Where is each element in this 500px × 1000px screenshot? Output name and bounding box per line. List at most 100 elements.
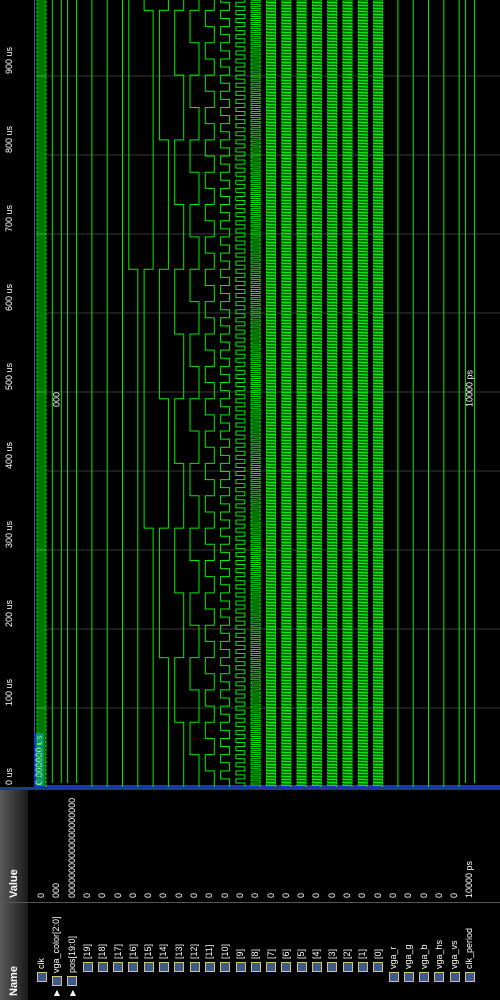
signal-name: [7] [265,948,276,959]
bit-signal-icon [204,962,215,972]
signal-name-row[interactable]: [6] [279,903,294,1000]
signal-value: 0 [250,892,261,898]
signal-name-row[interactable]: [18] [95,903,110,1000]
vga-color-bus-label: 000 [51,392,61,407]
bit-wave [189,0,200,787]
signal-name-row[interactable]: [11] [202,903,217,1000]
signal-name-row[interactable]: vga_hs [432,903,447,1000]
signal-name: vga_g [403,944,414,969]
signal-name: [5] [296,948,307,959]
signal-name: clk_period [464,927,475,969]
bit-wave [266,0,276,787]
signal-name: clk [36,958,46,969]
bit-signal-icon [357,962,368,972]
signal-name-row[interactable]: clk_period [462,903,477,1000]
signal-name: vga_vs [449,940,460,969]
bit-signal-icon [281,962,292,972]
signal-name-row[interactable]: [12] [187,903,202,1000]
signal-name-row[interactable]: [3] [325,903,340,1000]
bit-wave [36,0,47,787]
signal-name-row[interactable]: [4] [309,903,324,1000]
bit-wave [143,0,154,787]
signal-name-row[interactable]: vga_vs [447,903,462,1000]
signal-name-row[interactable]: [1] [355,903,370,1000]
signal-name-row[interactable]: [0] [371,903,386,1000]
signal-name-row[interactable]: [15] [141,903,156,1000]
signal-value: 0 [418,892,429,898]
bit-wave [281,0,292,787]
bit-wave [128,0,139,787]
signal-name-row[interactable]: clk [34,903,49,1000]
signal-name-row[interactable]: [9] [233,903,248,1000]
bit-signal-icon [235,962,246,972]
signal-name: [12] [189,943,199,959]
bit-signal-icon [143,962,154,972]
bit-signal-icon [159,962,170,972]
bit-wave [220,0,231,787]
signal-name-row[interactable]: [7] [264,903,279,1000]
signal-name: vga_hs [433,939,444,969]
signal-name: [10] [219,943,230,959]
name-column-header[interactable]: Name [0,903,28,1000]
signal-name-row[interactable]: [19] [80,903,95,1000]
bit-signal-icon [449,972,460,982]
signal-value: 0 [127,892,138,898]
bus-signal-icon [67,976,78,986]
signal-name: [18] [97,943,108,959]
signal-value: 0 [449,892,460,898]
signal-name-row[interactable]: [5] [294,903,309,1000]
signal-name: [11] [204,944,215,959]
signal-name: [6] [280,948,291,959]
signal-name-row[interactable]: [16] [126,903,141,1000]
signal-value: 0 [189,892,199,898]
signal-name-row[interactable]: [14] [156,903,171,1000]
signal-name: [14] [158,943,169,959]
bus-signal-icon [51,976,62,986]
bit-wave [204,0,215,787]
wave-pane[interactable]: 0 us 100 us 200 us 300 us 400 us 500 us 600 us… [0,0,500,790]
bit-signal-icon [296,962,307,972]
bit-signal-icon [97,962,108,972]
signal-name-row[interactable]: vga_g [401,903,416,1000]
bit-signal-icon [36,972,47,982]
bit-signal-icon [174,962,185,972]
bit-wave [235,0,246,787]
signal-value: 0 [296,892,307,898]
signal-name-row[interactable]: [2] [340,903,355,1000]
signal-value: 0 [173,892,184,898]
signal-value: 0 [326,892,337,898]
signal-value: 0 [265,892,276,898]
bit-wave [342,0,353,787]
signal-name: [8] [250,948,261,959]
bit-signal-icon [266,962,277,972]
signal-value: 0 [280,892,291,898]
signal-name: vga_b [418,944,429,969]
value-column-header[interactable]: Value [0,789,28,902]
signal-name-row[interactable]: [10] [218,903,233,1000]
expand-arrow-icon[interactable]: ▶ [52,989,62,996]
signal-name-row[interactable]: ▶ vga_color[2:0] [49,903,64,1000]
signal-value: 0 [372,892,383,898]
signal-name-row[interactable]: [17] [111,903,126,1000]
signal-name-row[interactable]: [8] [248,903,263,1000]
signal-value: 0 [204,892,215,898]
bit-signal-icon [419,972,430,982]
signal-name-row[interactable]: vga_b [417,903,432,1000]
signal-name: [2] [342,948,352,959]
signal-value: 0 [97,892,108,898]
bit-wave [158,0,169,787]
bit-wave [357,0,368,787]
bit-signal-icon [220,962,231,972]
expand-arrow-icon[interactable]: ▶ [67,989,77,996]
signal-name: vga_r [387,946,398,969]
signal-name-row[interactable]: ▶ pos[19:0] [65,903,80,1000]
bit-signal-icon [312,962,323,972]
signal-value: 0 [342,892,352,898]
signal-name-row[interactable]: [13] [172,903,187,1000]
signal-name: [13] [173,943,184,959]
bit-wave [373,0,384,787]
signal-name-row[interactable]: vga_r [386,903,401,1000]
waveform-canvas[interactable]: 000 10000 ps [0,0,500,787]
signal-value: 0 [403,892,414,898]
